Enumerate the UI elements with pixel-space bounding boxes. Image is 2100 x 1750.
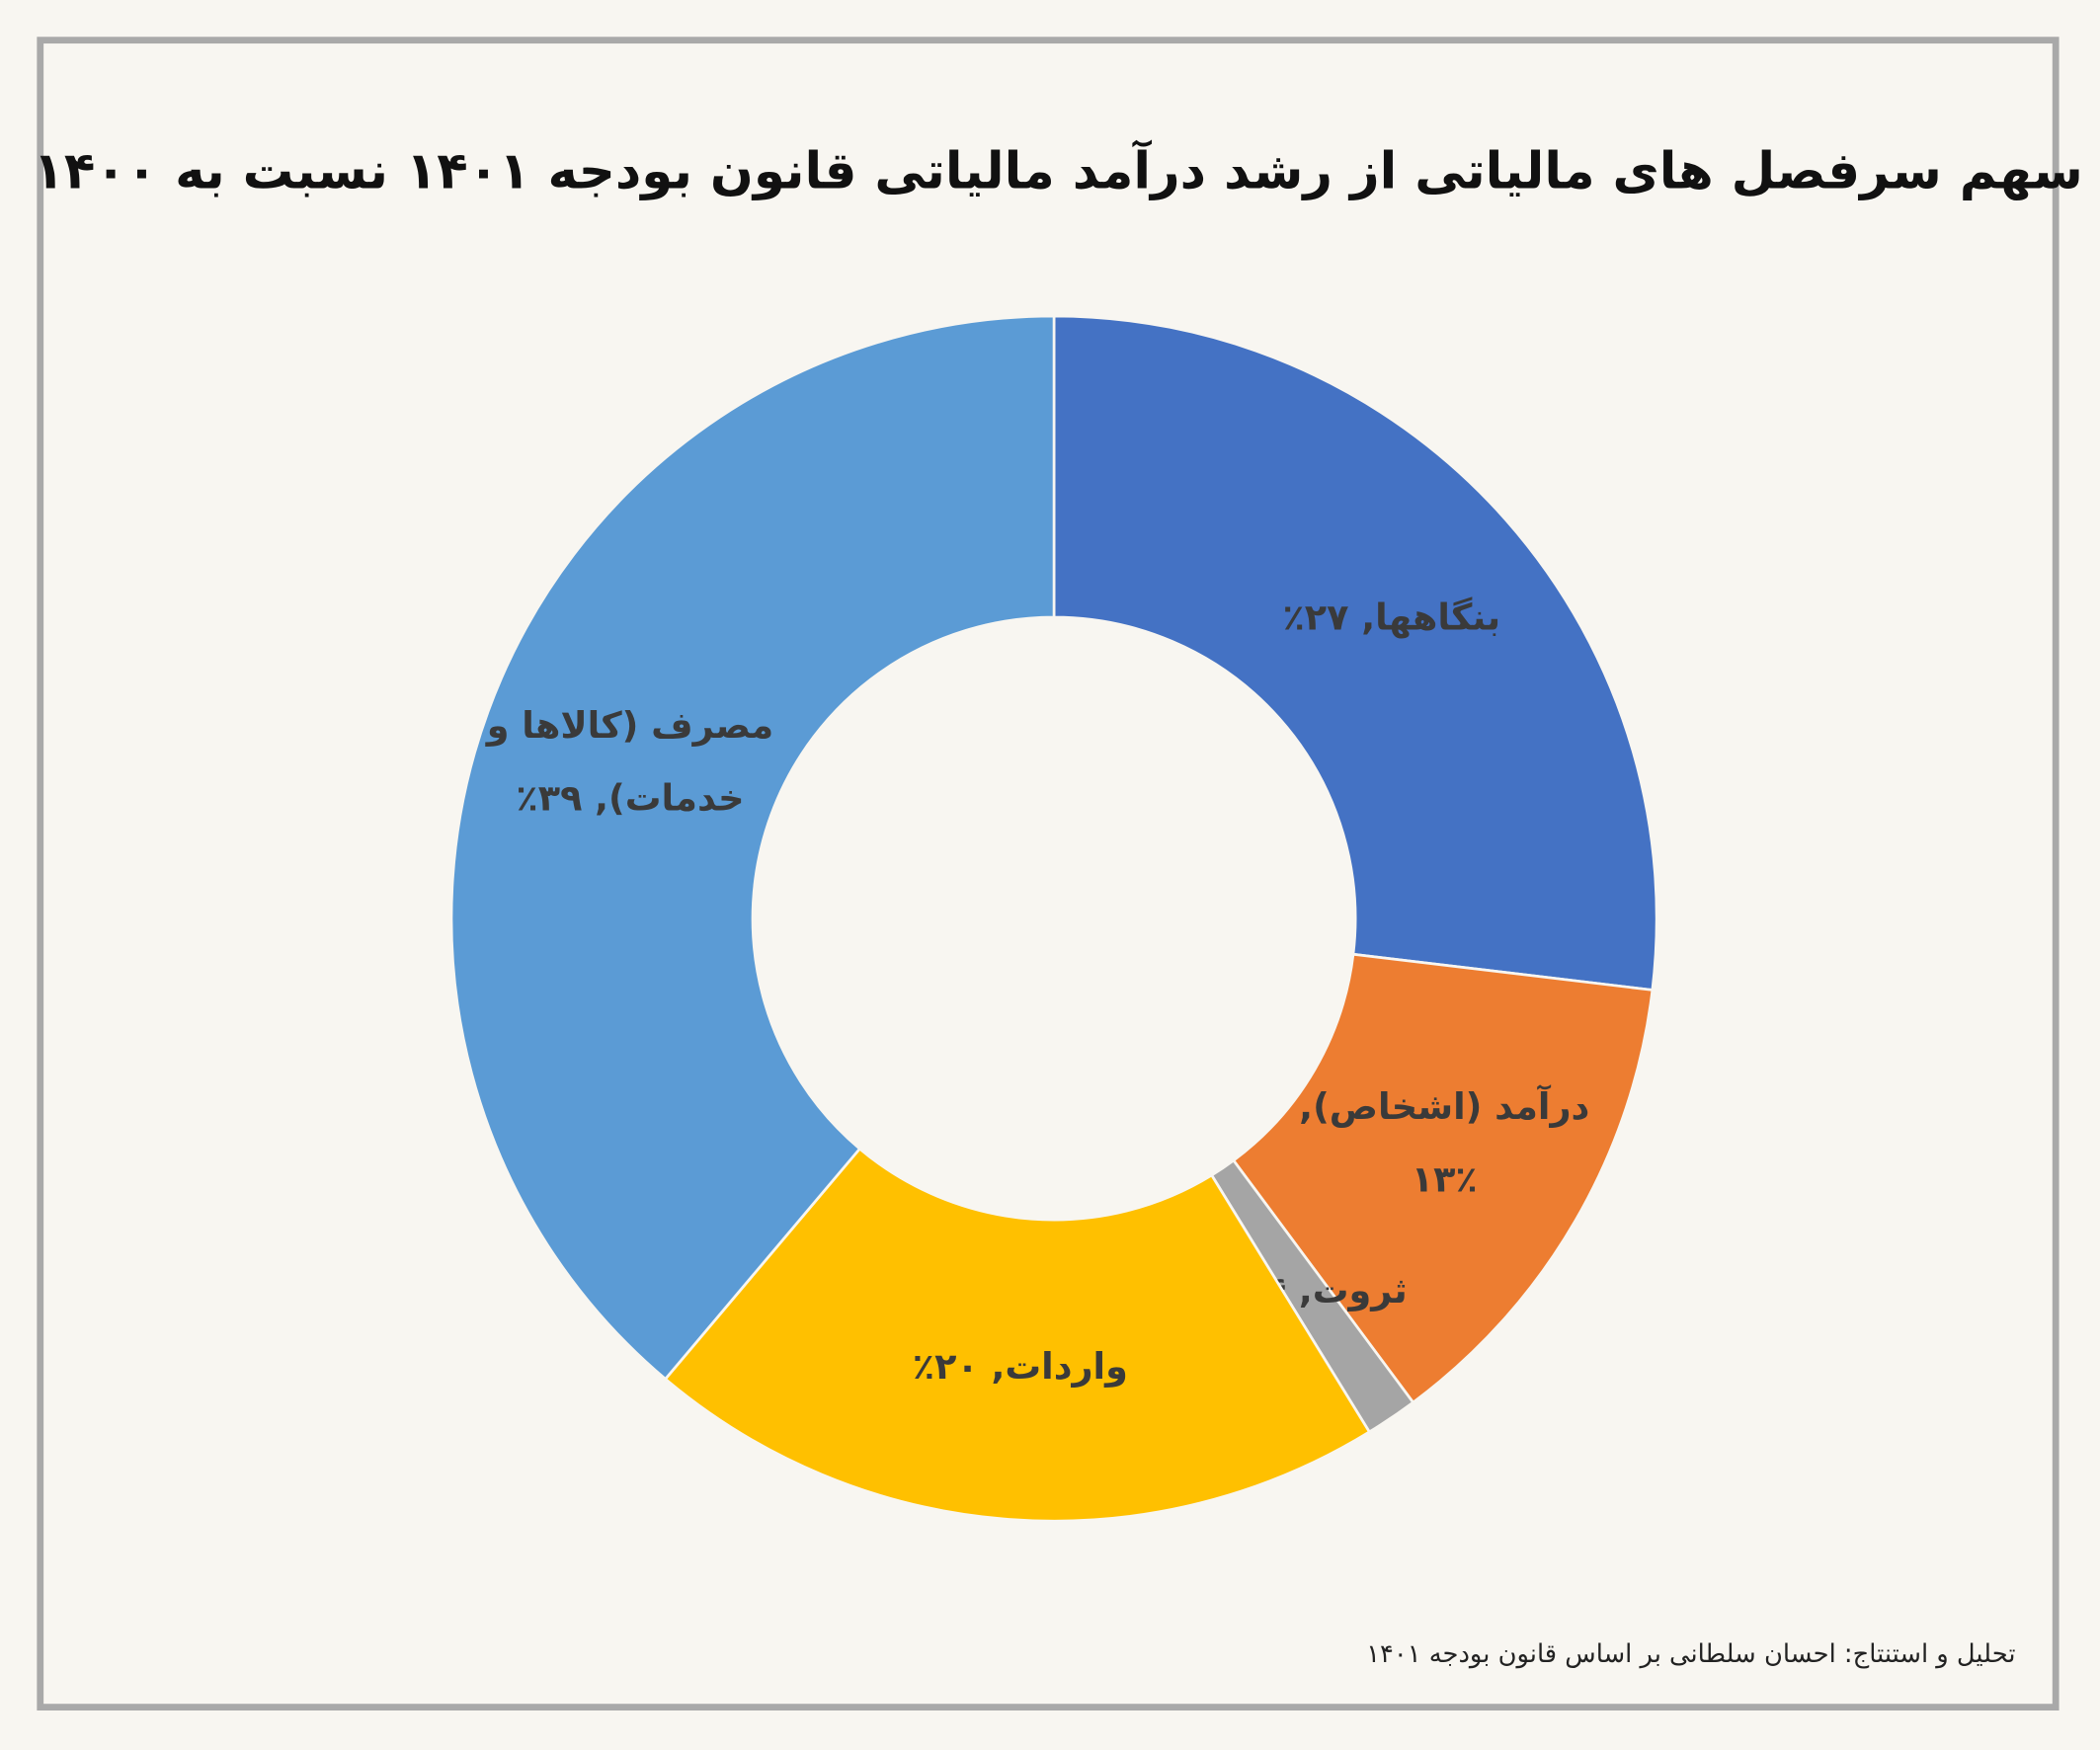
slice-label: مصرف (کالاها و [485, 704, 773, 747]
slice-label: بنگاهها, ۲۷٪ [1282, 596, 1500, 638]
donut-slice [449, 314, 1056, 1382]
slice-label: درآمد (اشخاص), [1299, 1083, 1589, 1128]
slice-label: ۱۳٪ [1412, 1157, 1478, 1200]
frame [37, 37, 2060, 1711]
donut-slice [1052, 314, 1658, 992]
slice-label: خدمات), ۳۹٪ [516, 776, 744, 819]
source-note: تحلیل و استنتاج: احسان سلطانی بر اساس قا… [1366, 1639, 2015, 1669]
slice-label: واردات, ۲۰٪ [913, 1345, 1128, 1388]
donut-slice [1231, 952, 1655, 1404]
chart-title: سهم سرفصل های مالیاتی از رشد درآمد مالیا… [33, 138, 2082, 200]
donut-slice [663, 1147, 1372, 1523]
